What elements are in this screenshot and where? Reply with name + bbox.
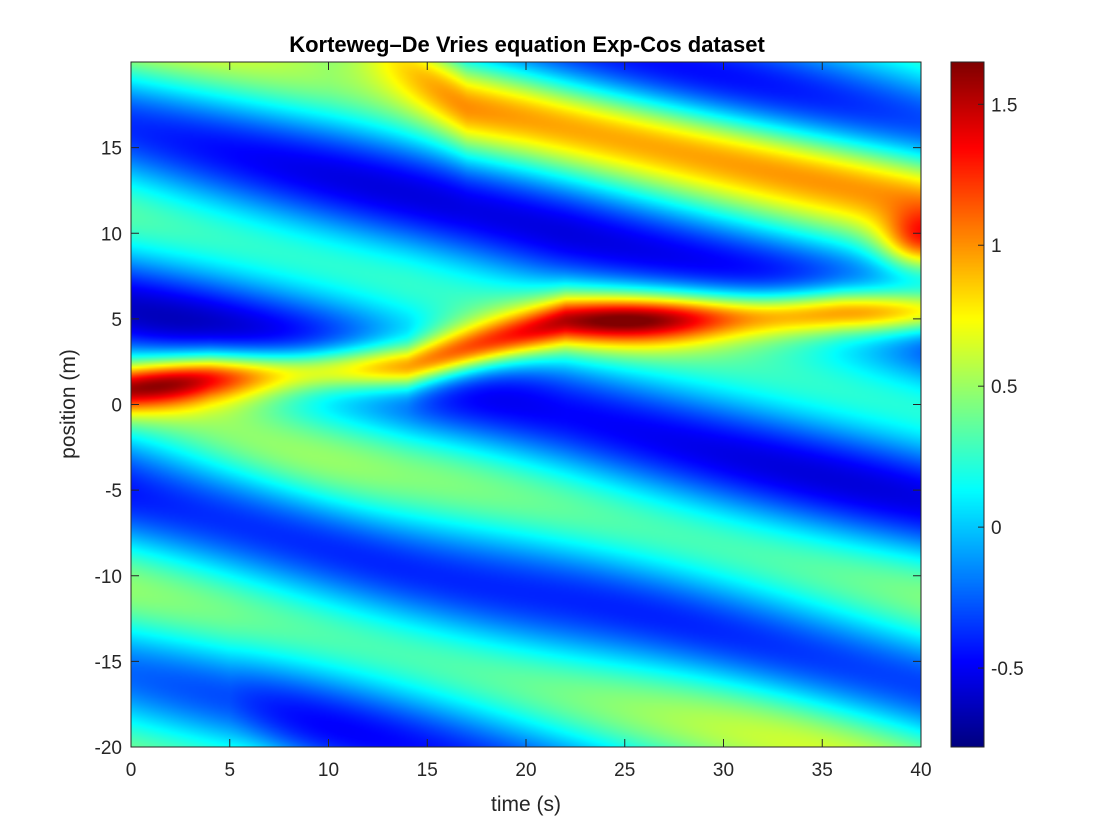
x-axis: 0 5 10 15 20 25 30 35 40 <box>126 62 932 781</box>
x-tick-label: 5 <box>224 760 235 781</box>
y-tick-label: 5 <box>111 310 122 331</box>
colorbar: -0.5 0 0.5 1 1.5 <box>950 61 1024 748</box>
colorbar-tick-label: 1 <box>991 236 1002 257</box>
colorbar-tick-label: 0 <box>991 518 1002 539</box>
heatmap-plot-area <box>130 61 922 748</box>
colorbar-frame <box>950 61 985 748</box>
y-axis: -20 -15 -10 -5 0 5 10 15 <box>95 139 921 759</box>
x-tick-label: 10 <box>318 760 339 781</box>
y-tick-label: 15 <box>101 139 122 160</box>
y-tick-label: -15 <box>95 652 122 673</box>
colorbar-tick-label: 1.5 <box>991 95 1017 116</box>
colorbar-ticks: -0.5 0 0.5 1 1.5 <box>978 95 1024 680</box>
heatmap-image <box>131 62 921 747</box>
x-tick-label: 15 <box>417 760 438 781</box>
x-tick-label: 25 <box>614 760 635 781</box>
y-axis-label: position (m) <box>57 349 80 459</box>
x-tick-label: 40 <box>910 760 931 781</box>
y-tick-label: -5 <box>105 481 122 502</box>
x-tick-label: 35 <box>812 760 833 781</box>
y-tick-label: 10 <box>101 224 122 245</box>
x-tick-label: 30 <box>713 760 734 781</box>
colorbar-gradient <box>951 62 984 747</box>
y-tick-label: 0 <box>111 396 122 417</box>
x-tick-label: 20 <box>515 760 536 781</box>
colorbar-tick-label: 0.5 <box>991 377 1017 398</box>
colorbar-tick-label: -0.5 <box>991 659 1024 680</box>
y-tick-label: -10 <box>95 567 122 588</box>
x-axis-label: time (s) <box>491 793 561 816</box>
chart-title: Korteweg–De Vries equation Exp-Cos datas… <box>289 32 765 57</box>
y-tick-label: -20 <box>95 738 122 759</box>
x-tick-label: 0 <box>126 760 137 781</box>
